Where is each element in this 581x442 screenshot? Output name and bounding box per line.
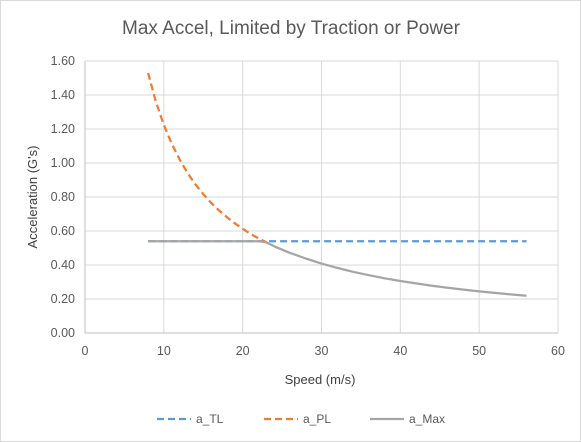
legend-entry-a-tl: a_TL — [196, 412, 224, 426]
legend-entry-a-pl: a_PL — [303, 412, 331, 426]
x-tick-label: 50 — [472, 344, 486, 358]
y-tick-label: 1.20 — [51, 122, 75, 136]
y-tick-label: 0.80 — [51, 190, 75, 204]
gridlines — [85, 60, 559, 333]
x-tick-label: 40 — [393, 344, 407, 358]
legend: a_TL a_PL a_Max — [157, 412, 445, 426]
x-tick-label: 60 — [551, 344, 565, 358]
chart-title: Max Accel, Limited by Traction or Power — [122, 18, 461, 39]
y-tick-label: 0.40 — [51, 258, 75, 272]
y-tick-label: 1.40 — [51, 88, 75, 102]
x-tick-label: 20 — [236, 344, 250, 358]
series-line-a-max — [148, 240, 527, 297]
x-axis-label: Speed (m/s) — [285, 372, 356, 387]
y-axis-label: Acceleration (G's) — [25, 146, 40, 249]
y-tick-label: 1.00 — [51, 156, 75, 170]
y-tick-label: 0.20 — [51, 292, 75, 306]
legend-entry-a-max: a_Max — [409, 412, 445, 426]
x-tick-label: 30 — [315, 344, 329, 358]
y-tick-label: 0.60 — [51, 224, 75, 238]
x-tick-label: 10 — [157, 344, 171, 358]
x-tick-label: 0 — [82, 344, 89, 358]
series-lines — [147, 72, 527, 297]
y-tick-label: 0.00 — [51, 326, 75, 340]
series-line-a-pl — [147, 72, 267, 244]
axes: 0 10 20 30 40 50 60 0.00 0.20 0.40 0.60 0.80 1.00 1.2… — [51, 54, 565, 358]
y-tick-label: 1.60 — [51, 54, 75, 68]
